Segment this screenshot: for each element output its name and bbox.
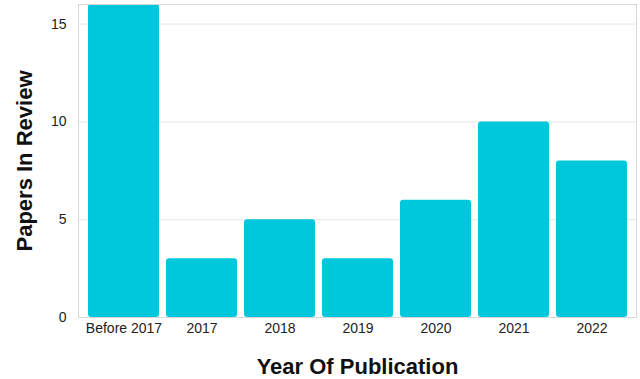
- svg-text:15: 15: [51, 16, 67, 32]
- svg-text:2018: 2018: [264, 320, 295, 336]
- svg-text:Papers In Review: Papers In Review: [12, 70, 37, 252]
- svg-text:0: 0: [59, 309, 67, 325]
- svg-text:2017: 2017: [186, 320, 217, 336]
- svg-text:10: 10: [51, 113, 67, 129]
- svg-text:2021: 2021: [498, 320, 529, 336]
- svg-text:Year Of Publication: Year Of Publication: [257, 354, 459, 379]
- svg-text:2020: 2020: [420, 320, 451, 336]
- svg-text:2022: 2022: [576, 320, 607, 336]
- svg-text:Before 2017: Before 2017: [86, 320, 162, 336]
- svg-text:5: 5: [59, 211, 67, 227]
- svg-text:2019: 2019: [342, 320, 373, 336]
